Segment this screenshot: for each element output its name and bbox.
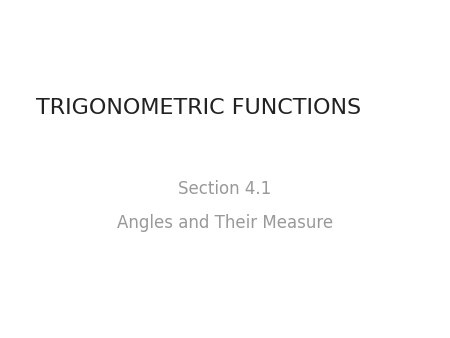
Text: Section 4.1: Section 4.1	[178, 180, 272, 198]
Text: TRIGONOMETRIC FUNCTIONS: TRIGONOMETRIC FUNCTIONS	[36, 98, 361, 118]
Text: Angles and Their Measure: Angles and Their Measure	[117, 214, 333, 232]
